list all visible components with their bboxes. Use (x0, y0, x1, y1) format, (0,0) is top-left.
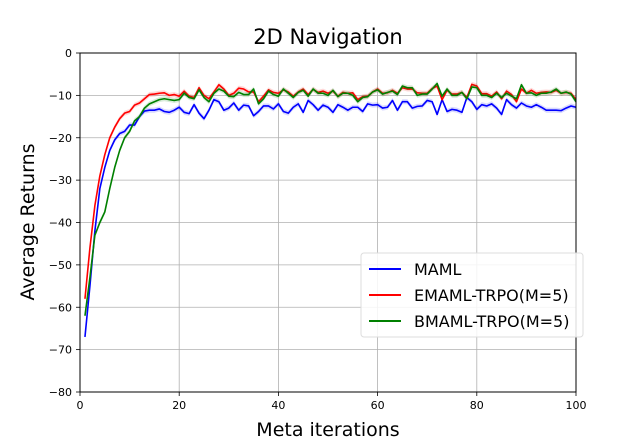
x-axis-label: Meta iterations (256, 419, 399, 440)
x-tick-label: 0 (77, 399, 84, 412)
y-axis-label: Average Returns (17, 143, 39, 300)
y-tick-label: −10 (49, 89, 72, 102)
series-line-2 (84, 82, 577, 316)
x-tick-label: 20 (172, 399, 186, 412)
y-tick-label: 0 (65, 47, 72, 60)
chart-title: 2D Navigation (253, 25, 402, 49)
legend-label-1: EMAML-TRPO(M=5) (414, 286, 569, 305)
series-line-0 (84, 96, 577, 337)
legend: MAML EMAML-TRPO(M=5) BMAML-TRPO(M=5) (360, 252, 584, 338)
x-tick-label: 100 (566, 399, 587, 412)
y-tick-label: −80 (49, 386, 72, 399)
legend-label-0: MAML (414, 260, 462, 279)
y-tick-label: −70 (49, 344, 72, 357)
series-band-1 (84, 81, 577, 302)
legend-label-2: BMAML-TRPO(M=5) (414, 312, 569, 331)
x-tick-label: 40 (271, 399, 285, 412)
y-tick-label: −50 (49, 259, 72, 272)
legend-box (360, 252, 584, 338)
series-layer (84, 80, 577, 340)
y-tick-label: −60 (49, 301, 72, 314)
x-tick-label: 80 (470, 399, 484, 412)
ticks: 0 20 40 60 80 100 0 −10 −20 −30 −40 −50 −60 −70 −80 (49, 47, 587, 412)
y-tick-label: −30 (49, 174, 72, 187)
x-tick-label: 60 (371, 399, 385, 412)
y-tick-label: −20 (49, 132, 72, 145)
y-tick-label: −40 (49, 217, 72, 230)
